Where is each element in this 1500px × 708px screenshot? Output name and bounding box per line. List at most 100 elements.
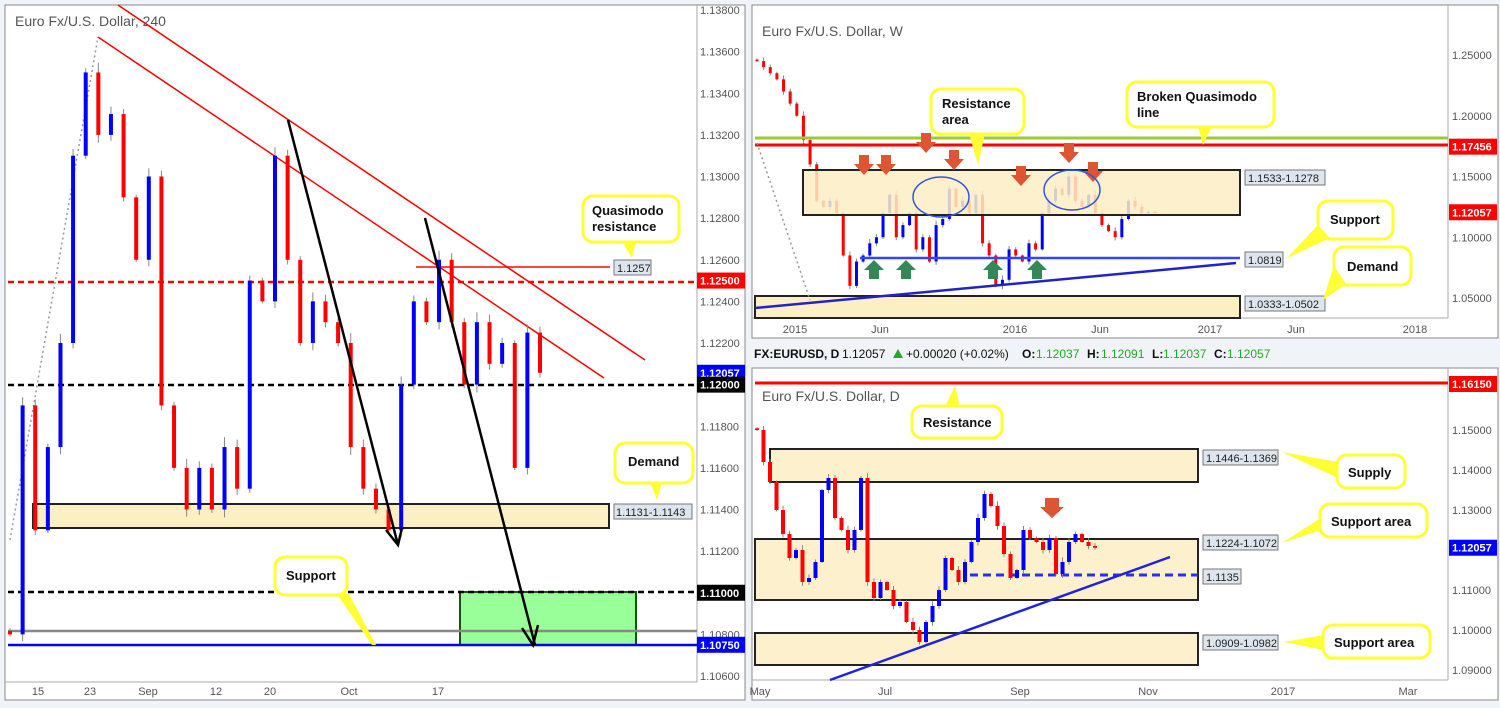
d-candle xyxy=(995,506,1000,526)
w-price-tag-label: 1.17456 xyxy=(1452,142,1492,154)
up-arrow-icon xyxy=(896,260,916,279)
h4-candle xyxy=(411,301,416,385)
h4-candle xyxy=(462,322,467,385)
w-candle xyxy=(768,67,772,74)
w-x-tick-label: Jun xyxy=(1287,324,1305,336)
w-x-tick-label: 2016 xyxy=(1003,324,1027,336)
d-candle xyxy=(1054,538,1058,574)
w-candle xyxy=(874,237,878,244)
h4-price-tag-label: 1.10750 xyxy=(700,640,740,652)
d-candle xyxy=(989,494,993,506)
w-candle xyxy=(1040,212,1044,250)
h4-candle xyxy=(172,405,177,468)
w-candle xyxy=(868,243,872,256)
w-y-tick-label: 1.05000 xyxy=(1452,293,1492,305)
d-support2-label: 1.0909-1.0982 xyxy=(1206,638,1277,650)
open-value: 1.12037 xyxy=(1036,347,1080,361)
d-candle xyxy=(930,606,935,622)
high-value: 1.12091 xyxy=(1101,347,1145,361)
up-arrow-icon xyxy=(864,260,884,279)
w-resistance-label: 1.1533-1.1278 xyxy=(1248,173,1319,185)
h4-candle xyxy=(222,447,227,510)
h4-candle xyxy=(83,72,88,156)
d-candle xyxy=(1015,570,1019,578)
svg-text:Demand: Demand xyxy=(1347,259,1398,274)
h4-green-target-zone xyxy=(459,591,637,646)
d-candle xyxy=(1008,554,1013,578)
h4-demand-label: 1.1131-1.1143 xyxy=(616,507,685,519)
w-candle xyxy=(901,225,905,238)
d-candle xyxy=(781,510,785,534)
callout-d-support-area: Support area xyxy=(1282,502,1429,543)
d-candle xyxy=(1021,530,1026,570)
up-triangle-icon xyxy=(893,349,903,358)
d-candle xyxy=(924,622,928,642)
w-candle xyxy=(927,237,931,262)
d-candle xyxy=(787,534,792,558)
h4-candle xyxy=(424,301,429,323)
d-candle xyxy=(937,590,941,606)
d-dashed-label: 1.1135 xyxy=(1206,572,1239,584)
callout-resistance-area: Resistance area xyxy=(929,87,1026,165)
h4-arrow-1 xyxy=(286,119,400,546)
h4-candle xyxy=(373,488,378,510)
w-circle-2 xyxy=(1043,169,1101,211)
h4-candle xyxy=(146,176,151,260)
w-candle xyxy=(1027,243,1031,262)
high-label: H: xyxy=(1087,347,1100,361)
h4-candle xyxy=(437,259,442,323)
callout-h4-demand: Demand xyxy=(613,441,695,500)
h4-candle xyxy=(386,509,391,531)
h4-y-tick-label: 1.12600 xyxy=(700,255,740,267)
h4-candle xyxy=(197,467,202,510)
w-resistance-label-box xyxy=(1244,169,1326,186)
h4-y-tick-label: 1.13400 xyxy=(700,88,740,100)
d-y-tick-label: 1.09000 xyxy=(1452,665,1492,677)
w-y-tick-label: 1.25000 xyxy=(1452,50,1492,62)
w-candle xyxy=(755,59,759,62)
h4-candle xyxy=(247,280,252,489)
d-candle xyxy=(885,582,889,590)
w-candle xyxy=(1007,249,1011,280)
h4-price-tag xyxy=(697,376,745,393)
d-support2-label-box xyxy=(1202,634,1279,651)
up-arrow-icon xyxy=(1027,260,1047,279)
d-support-area-zone-2 xyxy=(754,632,1199,666)
callout-d-support-area-2: Support area xyxy=(1284,623,1432,660)
down-arrow-icon xyxy=(944,150,964,170)
h4-x-tick-label: 15 xyxy=(32,686,44,698)
h4-candle xyxy=(96,72,101,135)
svg-text:resistance: resistance xyxy=(592,219,656,234)
d-chart-title: Euro Fx/U.S. Dollar, D xyxy=(762,388,900,404)
w-price-tag xyxy=(1449,138,1497,155)
d-candle xyxy=(1041,542,1045,550)
d-candle xyxy=(1080,534,1084,542)
d-candle xyxy=(813,562,818,578)
d-candle xyxy=(917,630,922,642)
d-supply-label: 1.1446-1.1369 xyxy=(1206,453,1277,465)
h4-candle xyxy=(298,259,303,343)
h4-candle xyxy=(8,631,12,635)
h4-candle xyxy=(399,384,404,531)
w-candle xyxy=(1034,243,1038,250)
d-candle xyxy=(761,430,766,462)
h4-price-tag xyxy=(697,584,745,601)
w-candle xyxy=(1014,249,1018,256)
w-x-tick-label: 2015 xyxy=(783,324,807,336)
h4-y-tick-label: 1.11200 xyxy=(700,546,739,558)
h4-candle xyxy=(209,467,214,510)
d-candle xyxy=(1047,538,1052,550)
panel-h4 xyxy=(4,4,746,701)
h4-candle xyxy=(235,447,240,489)
w-candle xyxy=(914,212,918,250)
down-arrow-icon xyxy=(876,155,896,175)
w-candle xyxy=(1100,212,1104,226)
w-circle-1 xyxy=(912,176,970,218)
h4-candle xyxy=(449,259,454,323)
d-candle xyxy=(963,562,967,582)
d-x-tick-label: Nov xyxy=(1138,686,1158,698)
h4-y-tick-label: 1.11400 xyxy=(700,505,739,517)
d-price-tag-label: 1.16150 xyxy=(1452,379,1492,391)
w-candle xyxy=(848,255,852,286)
d-candle xyxy=(865,478,870,582)
